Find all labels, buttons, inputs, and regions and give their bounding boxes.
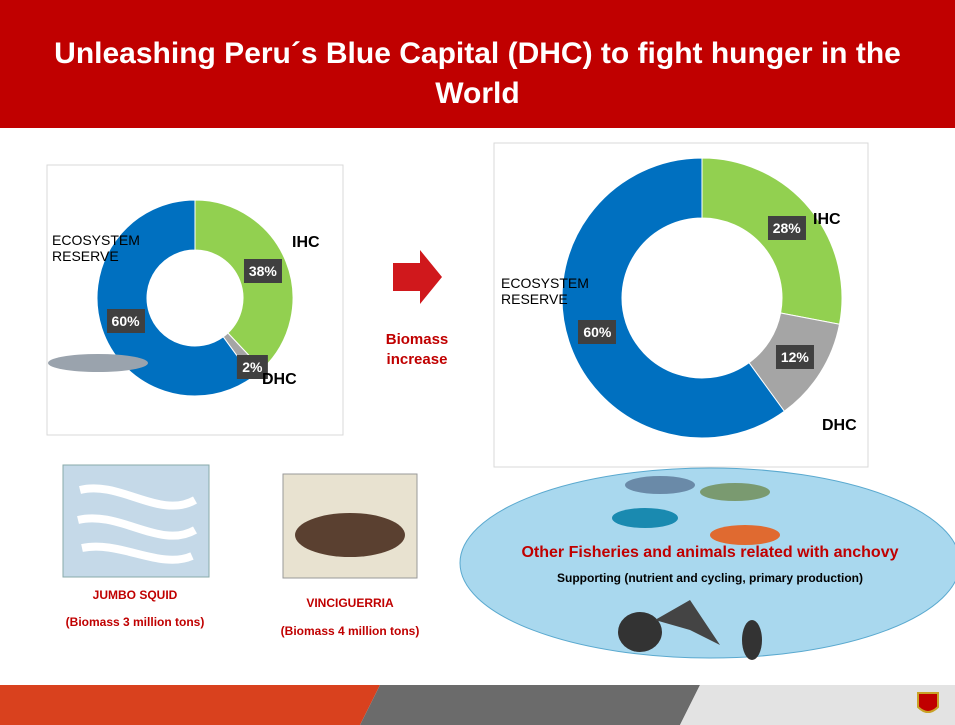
data-label: 12% <box>776 345 814 369</box>
vinciguerria-image <box>295 513 405 557</box>
sea-lion-icon <box>618 612 662 652</box>
fish-icon <box>700 483 770 501</box>
arrow <box>393 250 442 304</box>
species-biomass: (Biomass 4 million tons) <box>245 624 455 638</box>
category-label: DHC <box>822 417 857 435</box>
category-label: IHC <box>292 234 320 252</box>
footer-bar <box>360 685 700 725</box>
category-label: DHC <box>262 371 297 389</box>
arrow-label: Biomass increase <box>365 330 469 370</box>
ecosystem-subtitle: Supporting (nutrient and cycling, primar… <box>460 571 955 585</box>
data-label: 38% <box>244 259 282 283</box>
fish-icon <box>612 508 678 528</box>
footer-bar <box>0 685 380 725</box>
category-label: IHC <box>813 211 841 229</box>
species-name: JUMBO SQUID <box>40 588 230 602</box>
footer-bar <box>680 685 955 725</box>
data-label: 60% <box>107 309 145 333</box>
data-label: 28% <box>768 216 806 240</box>
species-name: VINCIGUERRIA <box>255 596 445 610</box>
category-label: ECOSYSTEM RESERVE <box>52 232 152 264</box>
coat-of-arms <box>918 693 938 712</box>
category-label: ECOSYSTEM RESERVE <box>501 275 611 307</box>
ecosystem-title: Other Fisheries and animals related with… <box>460 544 955 562</box>
fish-icon <box>710 525 780 545</box>
slide: Unleashing Peru´s Blue Capital (DHC) to … <box>0 0 955 725</box>
anchovy-icon <box>48 354 148 372</box>
data-label: 60% <box>578 320 616 344</box>
penguin-icon <box>742 620 762 660</box>
fish-icon <box>625 476 695 494</box>
species-biomass: (Biomass 3 million tons) <box>30 615 240 629</box>
